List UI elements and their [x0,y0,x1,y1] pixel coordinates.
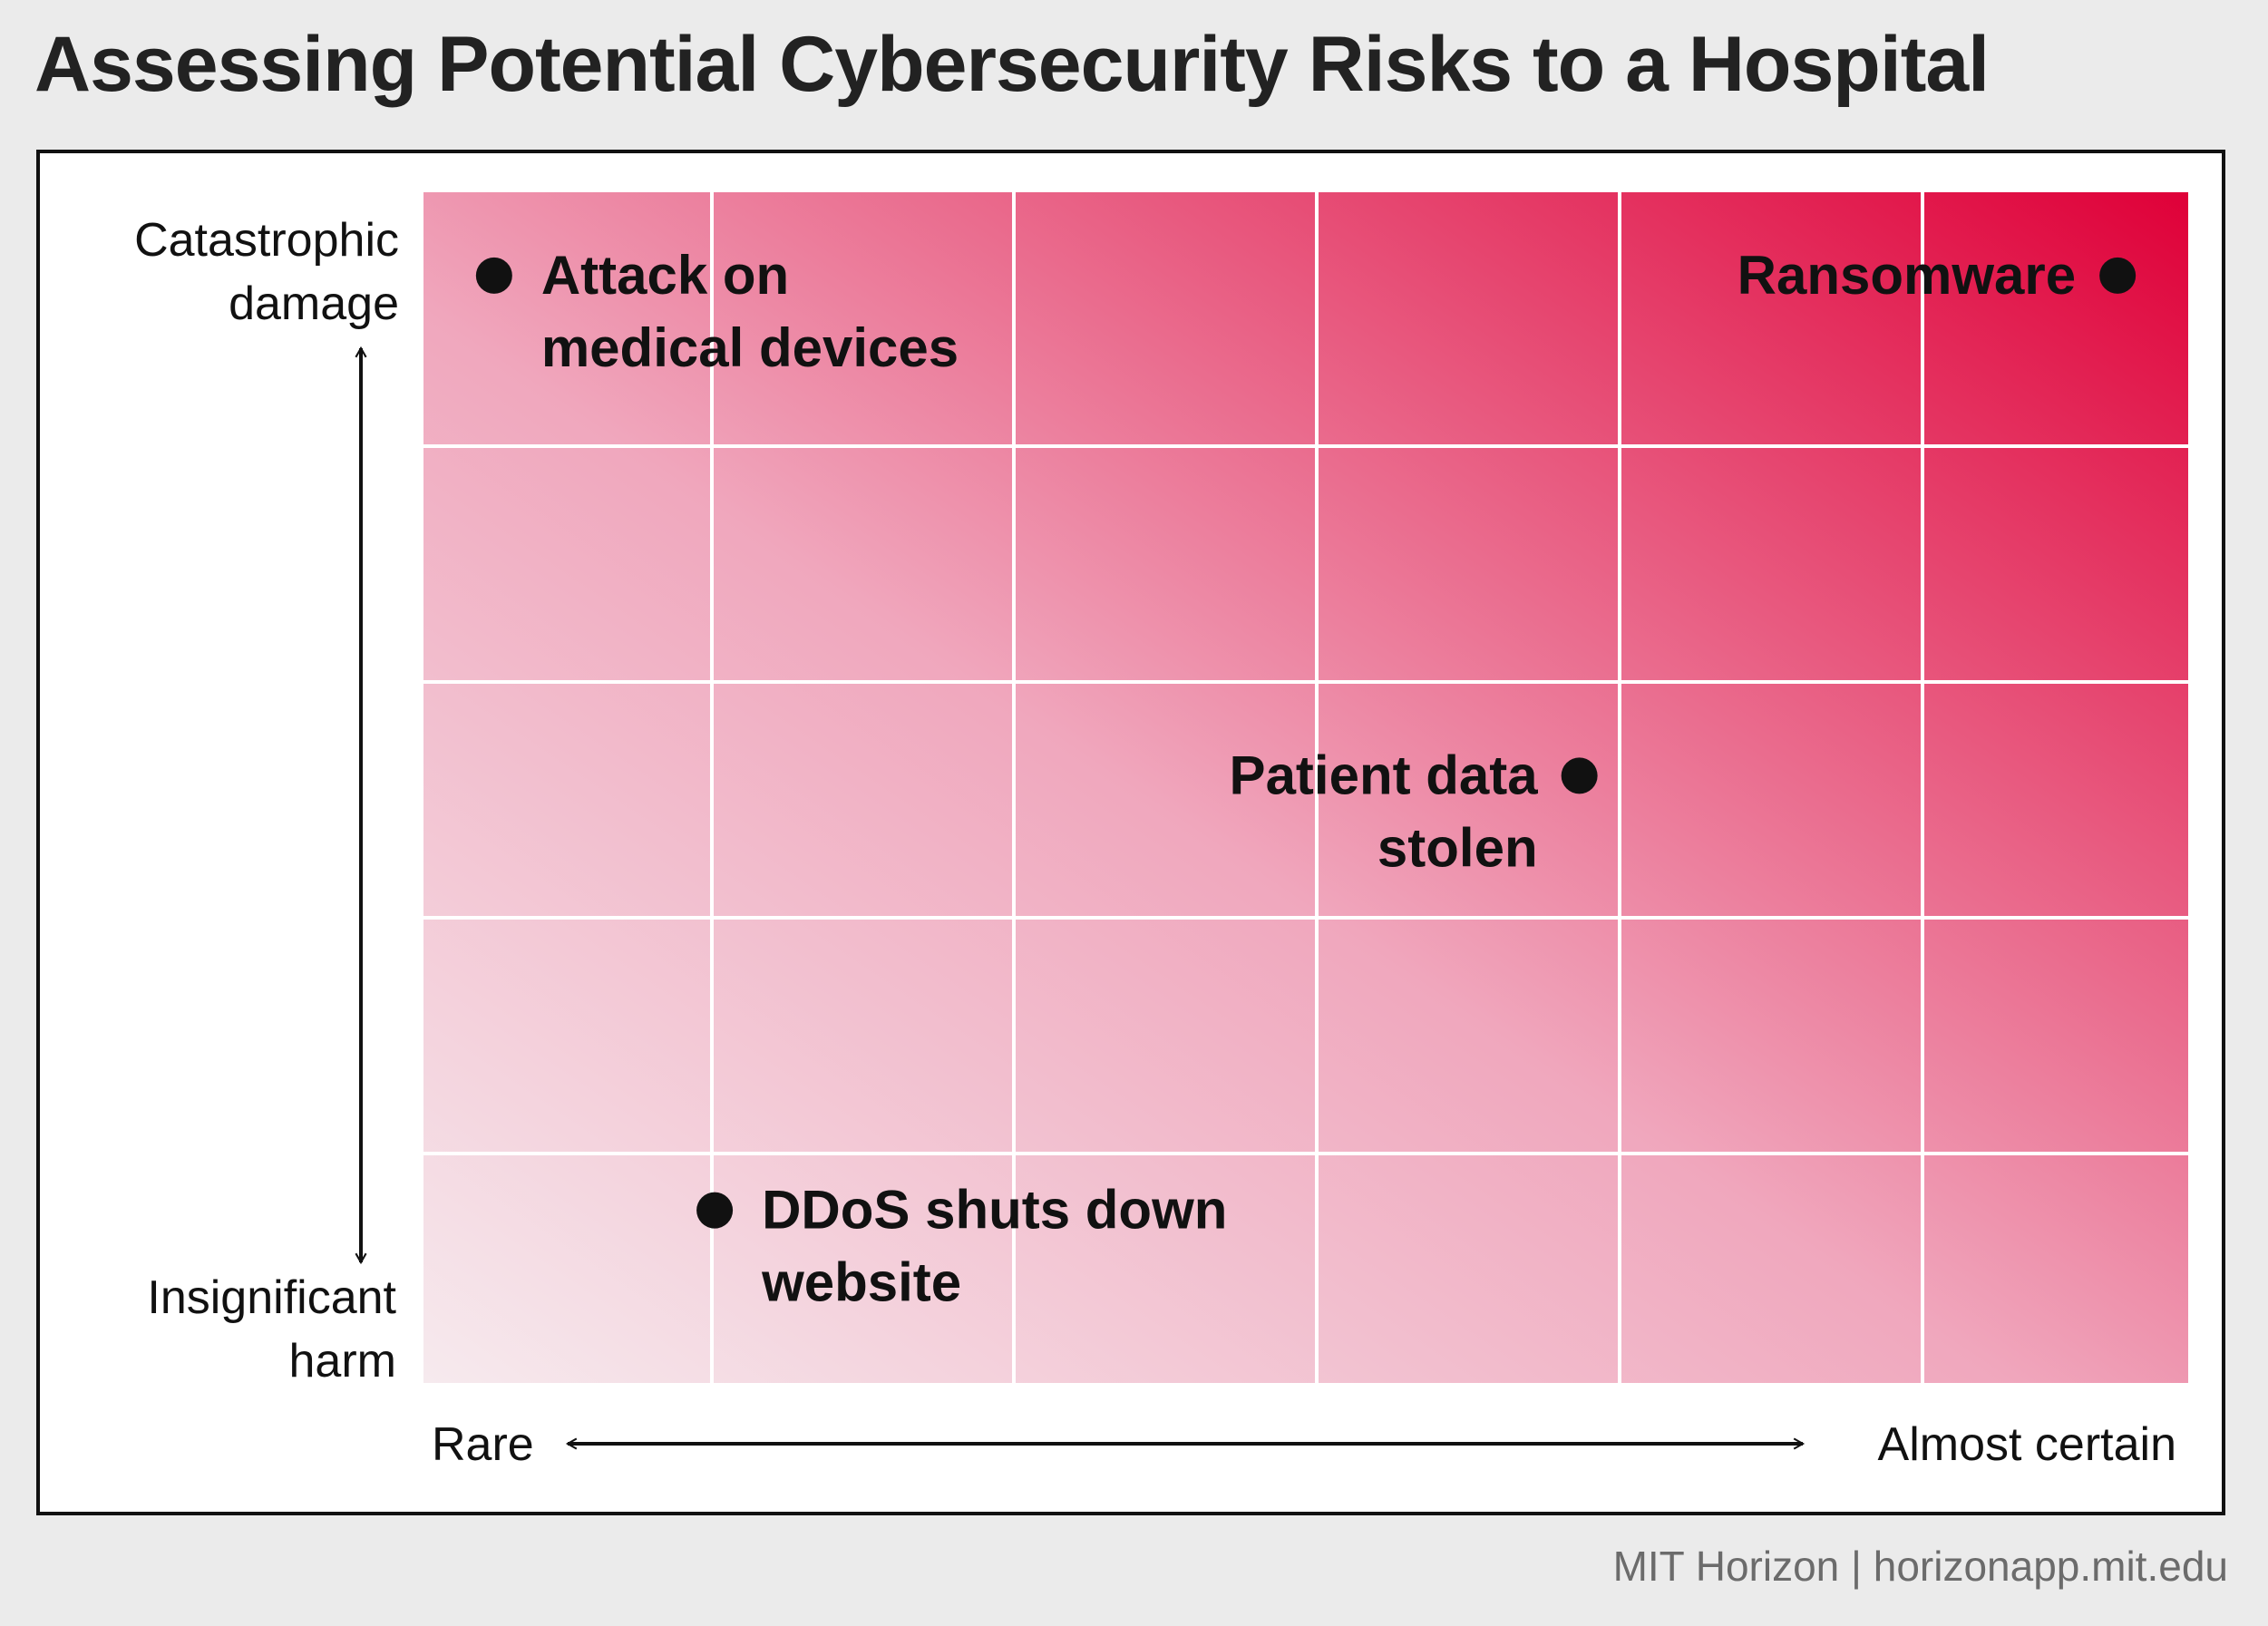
footer-credit: MIT Horizon | horizonapp.mit.edu [1612,1543,2228,1590]
data-point-label: DDoS shuts down [762,1180,1227,1241]
y-axis-low-label-line2: harm [289,1335,396,1387]
chart-title: Assessing Potential Cybersecurity Risks … [34,21,1990,108]
x-axis-low-label: Rare [432,1418,534,1471]
x-axis-high-label: Almost certain [1878,1418,2176,1471]
data-point-marker [1561,757,1598,794]
y-axis-high-label-line1: Catastrophic [134,214,399,267]
data-point-label: stolen [1377,817,1538,878]
data-point-label: Attack on [541,245,789,306]
data-point-label: Patient data [1230,745,1539,805]
data-point-label: website [761,1252,961,1313]
data-point-marker [475,257,512,294]
data-point-label: medical devices [541,317,959,378]
plot-area [423,192,2188,1383]
data-point-label: Ransomware [1738,245,2076,306]
y-axis-high-label-line2: damage [229,277,399,330]
data-points: Attack on medical devices Ransomware Patien… [475,245,2137,1313]
grid-lines [423,192,2188,1383]
data-point-marker [696,1192,734,1229]
y-axis-low-label-line1: Insignificant [147,1271,396,1324]
data-point-marker [2099,257,2137,294]
